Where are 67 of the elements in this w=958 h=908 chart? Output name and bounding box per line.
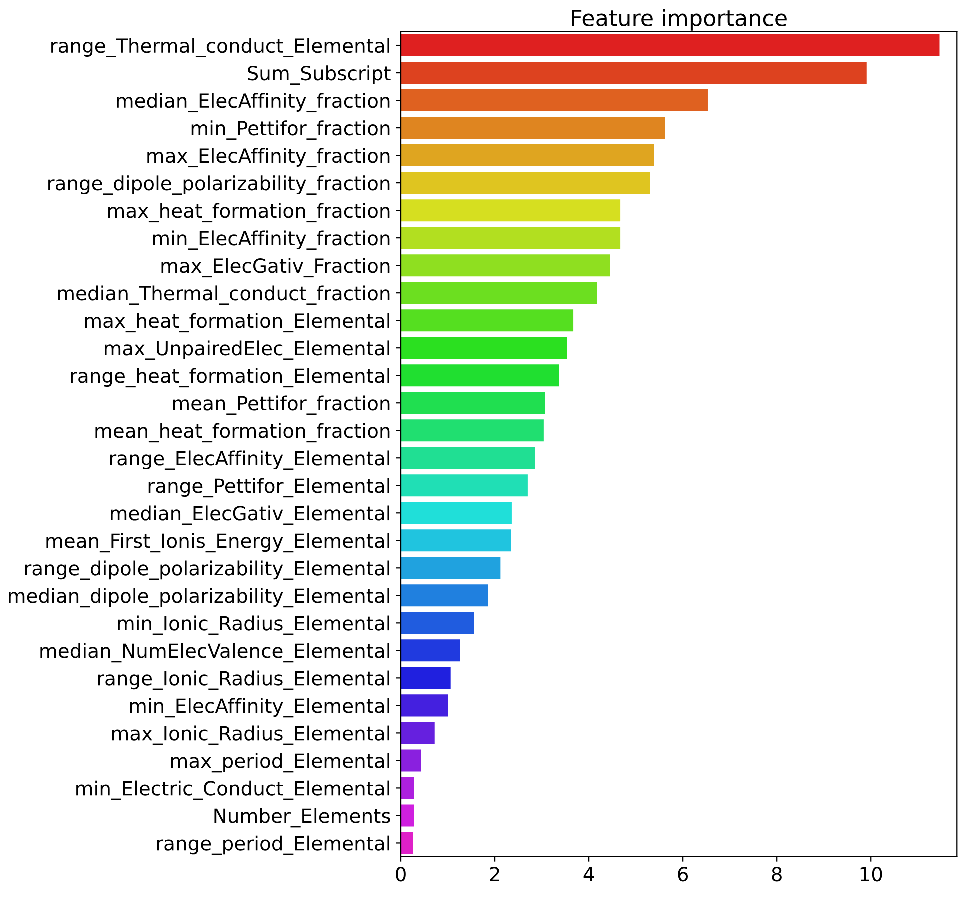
y-tick-label: Sum_Subscript	[248, 66, 391, 86]
x-tick-label: 8	[772, 867, 782, 882]
bar	[401, 227, 621, 250]
y-tick-label: median_NumElecValence_Elemental	[40, 643, 390, 663]
y-tick-label: range_heat_formation_Elemental	[71, 368, 390, 388]
y-tick-label: range_dipole_polarizability_Elemental	[25, 560, 390, 580]
y-tick-label: range_dipole_polarizability_fraction	[48, 176, 390, 196]
y-tick-label: max_Ionic_Radius_Elemental	[112, 726, 390, 746]
y-tick-label: max_period_Elemental	[171, 753, 390, 773]
y-tick-label: range_ElecAffinity_Elemental	[110, 450, 390, 470]
y-tick-label: range_Thermal_conduct_Elemental	[52, 38, 390, 58]
bar	[401, 474, 528, 497]
x-tick-label: 4	[584, 867, 594, 882]
y-tick-label: min_Pettifor_fraction	[192, 120, 390, 140]
bar	[401, 254, 610, 277]
bar	[401, 832, 414, 854]
bar	[401, 34, 940, 57]
bar	[401, 750, 422, 772]
bar	[401, 722, 435, 744]
bar	[401, 530, 512, 552]
bar	[401, 62, 867, 84]
y-tick-label: max_heat_formation_fraction	[108, 203, 390, 223]
bar	[401, 667, 451, 690]
y-tick-label: Number_Elements	[214, 808, 390, 828]
y-tick-label: range_Ionic_Radius_Elemental	[98, 670, 390, 690]
y-tick-label: max_ElecGativ_Fraction	[162, 258, 390, 278]
bar	[401, 557, 501, 580]
y-tick-label: range_period_Elemental	[157, 836, 390, 856]
bar	[401, 777, 414, 800]
x-tick-label: 2	[490, 867, 500, 882]
bar	[401, 502, 512, 524]
y-tick-label: median_ElecGativ_Elemental	[111, 506, 390, 526]
y-tick-label: max_ElecAffinity_fraction	[148, 148, 390, 168]
x-tick-label: 6	[678, 867, 688, 882]
y-tick-label: min_ElecAffinity_Elemental	[130, 698, 390, 718]
y-tick-label: median_ElecAffinity_fraction	[117, 93, 390, 113]
bar	[401, 694, 448, 717]
bar	[401, 804, 414, 827]
y-tick-label: mean_heat_formation_fraction	[96, 423, 390, 443]
bar	[401, 447, 535, 470]
y-tick-label: mean_Pettifor_fraction	[173, 396, 390, 416]
y-tick-label: mean_First_Ionis_Energy_Elemental	[46, 533, 390, 553]
chart-title: Feature importance	[572, 9, 787, 31]
bar	[401, 420, 544, 442]
y-tick-label: median_Thermal_conduct_fraction	[58, 286, 390, 306]
bar	[401, 584, 488, 607]
x-tick-label: 10	[860, 867, 882, 882]
bar	[401, 392, 546, 414]
bar	[401, 144, 654, 167]
y-tick-label: min_Ionic_Radius_Elemental	[118, 616, 390, 636]
bar	[401, 364, 560, 387]
bar	[401, 172, 650, 194]
bar	[401, 90, 708, 112]
bar	[401, 337, 568, 360]
bar	[401, 117, 666, 140]
bar	[401, 200, 621, 222]
y-tick-label: max_UnpairedElec_Elemental	[105, 340, 390, 360]
y-tick-label: max_heat_formation_Elemental	[85, 313, 390, 333]
y-tick-label: range_Pettifor_Elemental	[148, 478, 390, 498]
y-tick-label: median_dipole_polarizability_Elemental	[9, 588, 390, 608]
bar	[401, 310, 574, 332]
bar	[401, 640, 460, 662]
bar	[401, 612, 474, 634]
x-tick-label: 0	[396, 867, 406, 882]
y-tick-label: min_ElecAffinity_fraction	[153, 230, 390, 250]
y-tick-label: min_Electric_Conduct_Elemental	[76, 780, 390, 800]
bar	[401, 282, 598, 304]
